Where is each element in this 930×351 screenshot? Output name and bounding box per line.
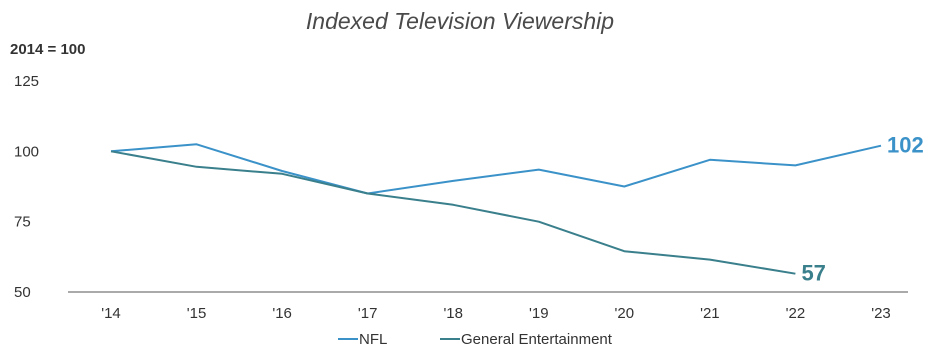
- chart-title: Indexed Television Viewership: [306, 8, 614, 34]
- x-tick-label: '18: [443, 305, 463, 322]
- y-axis-ticks: 50 75 100 125: [14, 73, 39, 301]
- x-tick-label: '14: [101, 305, 121, 322]
- x-tick-label: '20: [615, 305, 635, 322]
- x-tick-label: '17: [358, 305, 378, 322]
- series-lines: [110, 143, 882, 275]
- y-tick-label: 100: [14, 143, 39, 160]
- x-tick-label: '23: [871, 305, 891, 322]
- end-label-nfl: 102: [887, 133, 924, 158]
- y-tick-label: 125: [14, 73, 39, 90]
- legend: NFL General Entertainment: [338, 331, 613, 348]
- legend-label-general-entertainment: General Entertainment: [461, 331, 613, 348]
- x-tick-label: '21: [700, 305, 720, 322]
- y-tick-label: 50: [14, 284, 31, 301]
- end-labels: 102 57: [801, 133, 923, 286]
- x-tick-label: '16: [272, 305, 292, 322]
- x-axis-ticks: '14 '15 '16 '17 '18 '19 '20 '21 '22 '23: [101, 305, 891, 322]
- x-tick-label: '22: [786, 305, 806, 322]
- series-line-nfl: [110, 143, 882, 195]
- y-tick-label: 75: [14, 214, 31, 231]
- x-tick-label: '19: [529, 305, 549, 322]
- x-tick-label: '15: [187, 305, 207, 322]
- series-line-general-entertainment: [110, 150, 796, 275]
- legend-label-nfl: NFL: [359, 331, 387, 348]
- end-label-general-entertainment: 57: [801, 261, 825, 286]
- unit-label: 2014 = 100: [10, 41, 86, 58]
